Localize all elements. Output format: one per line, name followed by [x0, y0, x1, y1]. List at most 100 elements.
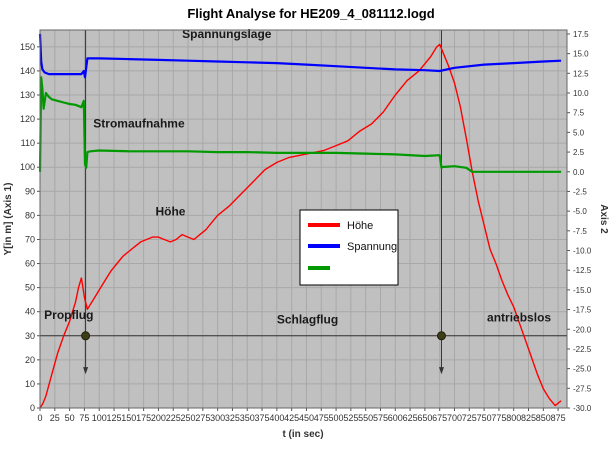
y2-tick-label: -12.5 [573, 266, 592, 275]
series-line-spannung [38, 33, 562, 79]
annotation-label: Propflug [44, 308, 93, 322]
series-line-strom [38, 76, 562, 173]
annotation-label: antriebslos [487, 310, 551, 324]
x-tick-label: 200 [151, 413, 166, 423]
x-tick-label: 125 [107, 413, 122, 423]
y-axis-label: Y[in m] (Axis 1) [3, 183, 14, 256]
x-tick-label: 675 [432, 413, 447, 423]
y-tick-label: 20 [25, 355, 35, 365]
annotation-label: Stromaufnahme [93, 117, 185, 131]
x-tick-label: 175 [136, 413, 151, 423]
x-tick-label: 325 [225, 413, 240, 423]
x-tick-label: 500 [329, 413, 344, 423]
x-tick-label: 475 [314, 413, 329, 423]
y2-tick-label: 15.0 [573, 50, 589, 59]
x-tick-label: 150 [121, 413, 136, 423]
y2-tick-label: -27.5 [573, 384, 592, 393]
y-tick-label: 150 [20, 42, 35, 52]
y2-tick-label: -2.5 [573, 187, 587, 196]
y-tick-label: 80 [25, 210, 35, 220]
x-tick-label: 875 [551, 413, 566, 423]
x-tick-label: 300 [210, 413, 225, 423]
annotation-label: Höhe [155, 204, 185, 218]
y2-tick-label: -20.0 [573, 325, 592, 334]
y-tick-label: 60 [25, 259, 35, 269]
x-tick-label: 100 [92, 413, 107, 423]
legend: Höhe Spannung [299, 209, 399, 286]
y2-tick-label: -10.0 [573, 247, 592, 256]
y2-tick-label: 0.0 [573, 168, 585, 177]
x-tick-label: 275 [195, 413, 210, 423]
annotation-label: Schlagflug [277, 313, 338, 327]
annotation-label: Spannungslage [182, 27, 272, 41]
y2-axis-label: Axis 2 [598, 204, 609, 234]
y2-tick-label: -22.5 [573, 345, 592, 354]
x-tick-label: 725 [462, 413, 477, 423]
x-tick-label: 75 [79, 413, 89, 423]
x-tick-label: 525 [343, 413, 358, 423]
x-tick-label: 775 [491, 413, 506, 423]
x-tick-label: 25 [50, 413, 60, 423]
y-tick-label: 130 [20, 90, 35, 100]
x-tick-label: 375 [255, 413, 270, 423]
y-tick-label: 120 [20, 114, 35, 124]
chart-title: Flight Analyse for HE209_4_081112.logd [187, 6, 434, 21]
y2-tick-label: -15.0 [573, 286, 592, 295]
y-tick-label: 0 [30, 403, 35, 413]
x-tick-label: 250 [181, 413, 196, 423]
x-tick-label: 825 [521, 413, 536, 423]
y2-tick-label: 5.0 [573, 128, 585, 137]
legend-box [299, 209, 399, 286]
phase-marker [436, 331, 446, 341]
y2-tick-label: -25.0 [573, 365, 592, 374]
series [38, 33, 562, 409]
x-tick-label: 600 [388, 413, 403, 423]
y2-tick-label: 7.5 [573, 109, 585, 118]
x-tick-label: 800 [506, 413, 521, 423]
y-tick-label: 110 [21, 138, 35, 148]
y2-tick-label: 2.5 [573, 148, 585, 157]
x-tick-label: 750 [477, 413, 492, 423]
x-tick-label: 425 [284, 413, 299, 423]
x-tick-label: 450 [299, 413, 314, 423]
x-tick-label: 625 [403, 413, 418, 423]
x-tick-label: 575 [373, 413, 388, 423]
x-tick-label: 350 [240, 413, 255, 423]
y-tick-label: 50 [25, 283, 35, 293]
x-tick-label: 225 [166, 413, 181, 423]
annotations: Spannungslage Stromaufnahme Höhe Propflug Sc… [44, 27, 551, 327]
y2-tick-label: -5.0 [573, 207, 587, 216]
y2-tick-label: 10.0 [573, 89, 589, 98]
phase-arrow [83, 367, 89, 375]
x-axis-label: t (in sec) [282, 429, 323, 440]
y2-tick-label: -7.5 [573, 227, 587, 236]
y-tick-label: 10 [25, 379, 35, 389]
y-tick-label: 30 [25, 331, 35, 341]
axes: 0 25 50 75 100 125 150 175 200 225 250 275 300 325 350… [20, 29, 592, 423]
y-tick-label: 100 [20, 162, 35, 172]
x-tick-label: 650 [417, 413, 432, 423]
reference-lines [40, 30, 567, 375]
x-tick-label: 0 [37, 413, 42, 423]
x-tick-label: 50 [65, 413, 75, 423]
x-tick-label: 400 [269, 413, 284, 423]
y-tick-label: 40 [25, 307, 35, 317]
phase-arrow [438, 367, 444, 375]
y2-tick-label: 12.5 [573, 69, 589, 78]
y-tick-label: 90 [25, 186, 35, 196]
series-line-h-he [39, 43, 562, 409]
y2-tick-label: -17.5 [573, 306, 592, 315]
legend-label-spannung: Spannung [347, 241, 397, 253]
x-tick-label: 550 [358, 413, 373, 423]
phase-marker [81, 331, 91, 341]
grid [39, 30, 567, 409]
plot-frame [39, 29, 568, 409]
y2-tick-label: 17.5 [573, 30, 589, 39]
y-tick-label: 140 [20, 66, 35, 76]
y-tick-label: 70 [25, 234, 35, 244]
y2-tick-label: -30.0 [573, 404, 592, 413]
x-tick-label: 850 [536, 413, 551, 423]
x-tick-label: 700 [447, 413, 462, 423]
